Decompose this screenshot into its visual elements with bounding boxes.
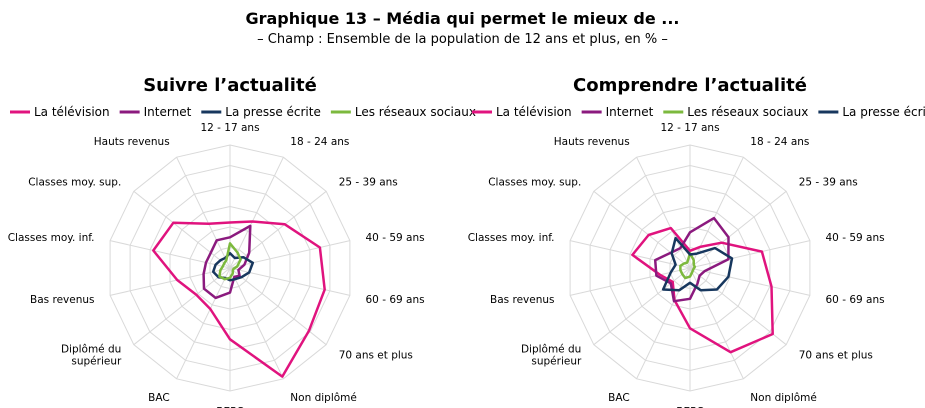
radar-spoke xyxy=(636,267,691,380)
axis-label-classes-moy-sup: Classes moy. sup. xyxy=(488,176,581,188)
chart-main-title: Graphique 13 – Média qui permet le mieux… xyxy=(245,9,680,28)
legend-label-la-television: La télévision xyxy=(34,105,110,119)
radar-spoke xyxy=(133,267,231,346)
radar-spoke xyxy=(593,190,691,269)
axis-label-bas-revenus: Bas revenus xyxy=(30,294,94,306)
series-line-les-reseaux-sociaux xyxy=(679,251,697,280)
axis-label-18-24-ans: 18 - 24 ans xyxy=(290,136,349,148)
axis-label-non-diplome: Non diplômé xyxy=(750,392,817,404)
series-line-la-television xyxy=(631,226,774,354)
legend-label-les-reseaux-sociaux: Les réseaux sociaux xyxy=(355,105,476,119)
radar-spoke xyxy=(689,156,744,269)
radar-spoke xyxy=(229,240,351,269)
axis-label-25-39-ans: 25 - 39 ans xyxy=(799,176,858,188)
radar-spoke xyxy=(176,267,231,380)
radar-spoke xyxy=(689,267,744,380)
axis-label-25-39-ans: 25 - 39 ans xyxy=(339,176,398,188)
chart-subtitle: – Champ : Ensemble de la population de 1… xyxy=(257,32,668,47)
axis-label-40-59-ans: 40 - 59 ans xyxy=(366,232,425,244)
axis-label-hauts-revenus: Hauts revenus xyxy=(94,136,170,148)
axis-label-hauts-revenus: Hauts revenus xyxy=(554,136,630,148)
axis-label-classes-moy-inf: Classes moy. inf. xyxy=(8,232,95,244)
series-line-la-presse-ecrite xyxy=(211,251,255,282)
radar-spoke xyxy=(109,267,231,296)
axis-label-bac: BAC xyxy=(148,392,170,404)
series-line-les-reseaux-sociaux xyxy=(218,242,242,281)
radar-spoke xyxy=(229,267,327,346)
axis-label-bas-revenus: Bas revenus xyxy=(490,294,554,306)
radar-title: Comprendre l’actualité xyxy=(573,75,807,96)
legend-label-internet: Internet xyxy=(606,105,654,119)
axis-label-60-69-ans: 60 - 69 ans xyxy=(366,294,425,306)
radar-spoke xyxy=(689,267,787,346)
legend-label-les-reseaux-sociaux: Les réseaux sociaux xyxy=(687,105,808,119)
series-line-internet xyxy=(202,224,252,300)
legend-label-internet: Internet xyxy=(144,105,192,119)
axis-label-12-17-ans: 12 - 17 ans xyxy=(200,122,259,134)
radar-spoke xyxy=(133,190,231,269)
radar-spoke xyxy=(229,156,284,269)
radar-title: Suivre l’actualité xyxy=(143,75,317,96)
axis-label-bepc: BEPC xyxy=(676,406,704,408)
axis-label-70-ans-et-plus: 70 ans et plus xyxy=(339,350,413,362)
series-line-internet xyxy=(653,216,730,303)
axis-label-diplome-du-superieur: Diplômé du supérieur xyxy=(61,344,122,368)
axis-label-70-ans-et-plus: 70 ans et plus xyxy=(799,350,873,362)
radar-spoke xyxy=(229,267,284,380)
axis-label-bepc: BEPC xyxy=(216,406,244,408)
radar-spoke xyxy=(176,156,231,269)
radar-spoke xyxy=(229,190,327,269)
axis-label-classes-moy-sup: Classes moy. sup. xyxy=(28,176,121,188)
series-line-la-television xyxy=(152,220,326,378)
axis-label-12-17-ans: 12 - 17 ans xyxy=(660,122,719,134)
radar-spoke xyxy=(689,240,811,269)
radar-spoke xyxy=(569,240,691,269)
legend-label-la-presse-ecrite: La presse écrite xyxy=(225,105,321,119)
axis-label-classes-moy-inf: Classes moy. inf. xyxy=(468,232,555,244)
axis-label-non-diplome: Non diplômé xyxy=(290,392,357,404)
legend-label-la-television: La télévision xyxy=(496,105,572,119)
radar-spoke xyxy=(689,267,811,296)
radar-chart-suivre: Suivre l’actualité La télévision Internet L… xyxy=(8,75,476,408)
legend-label-la-presse-ecrite: La presse écrite xyxy=(842,105,925,119)
axis-label-40-59-ans: 40 - 59 ans xyxy=(826,232,885,244)
axis-label-18-24-ans: 18 - 24 ans xyxy=(750,136,809,148)
radar-spoke xyxy=(689,190,787,269)
radar-spoke xyxy=(109,240,231,269)
radar-spoke xyxy=(636,156,691,269)
radar-spoke xyxy=(593,267,691,346)
axis-label-diplome-du-superieur: Diplômé du supérieur xyxy=(521,344,582,368)
series-line-la-presse-ecrite xyxy=(661,236,734,292)
axis-label-60-69-ans: 60 - 69 ans xyxy=(826,294,885,306)
axis-label-bac: BAC xyxy=(608,392,630,404)
